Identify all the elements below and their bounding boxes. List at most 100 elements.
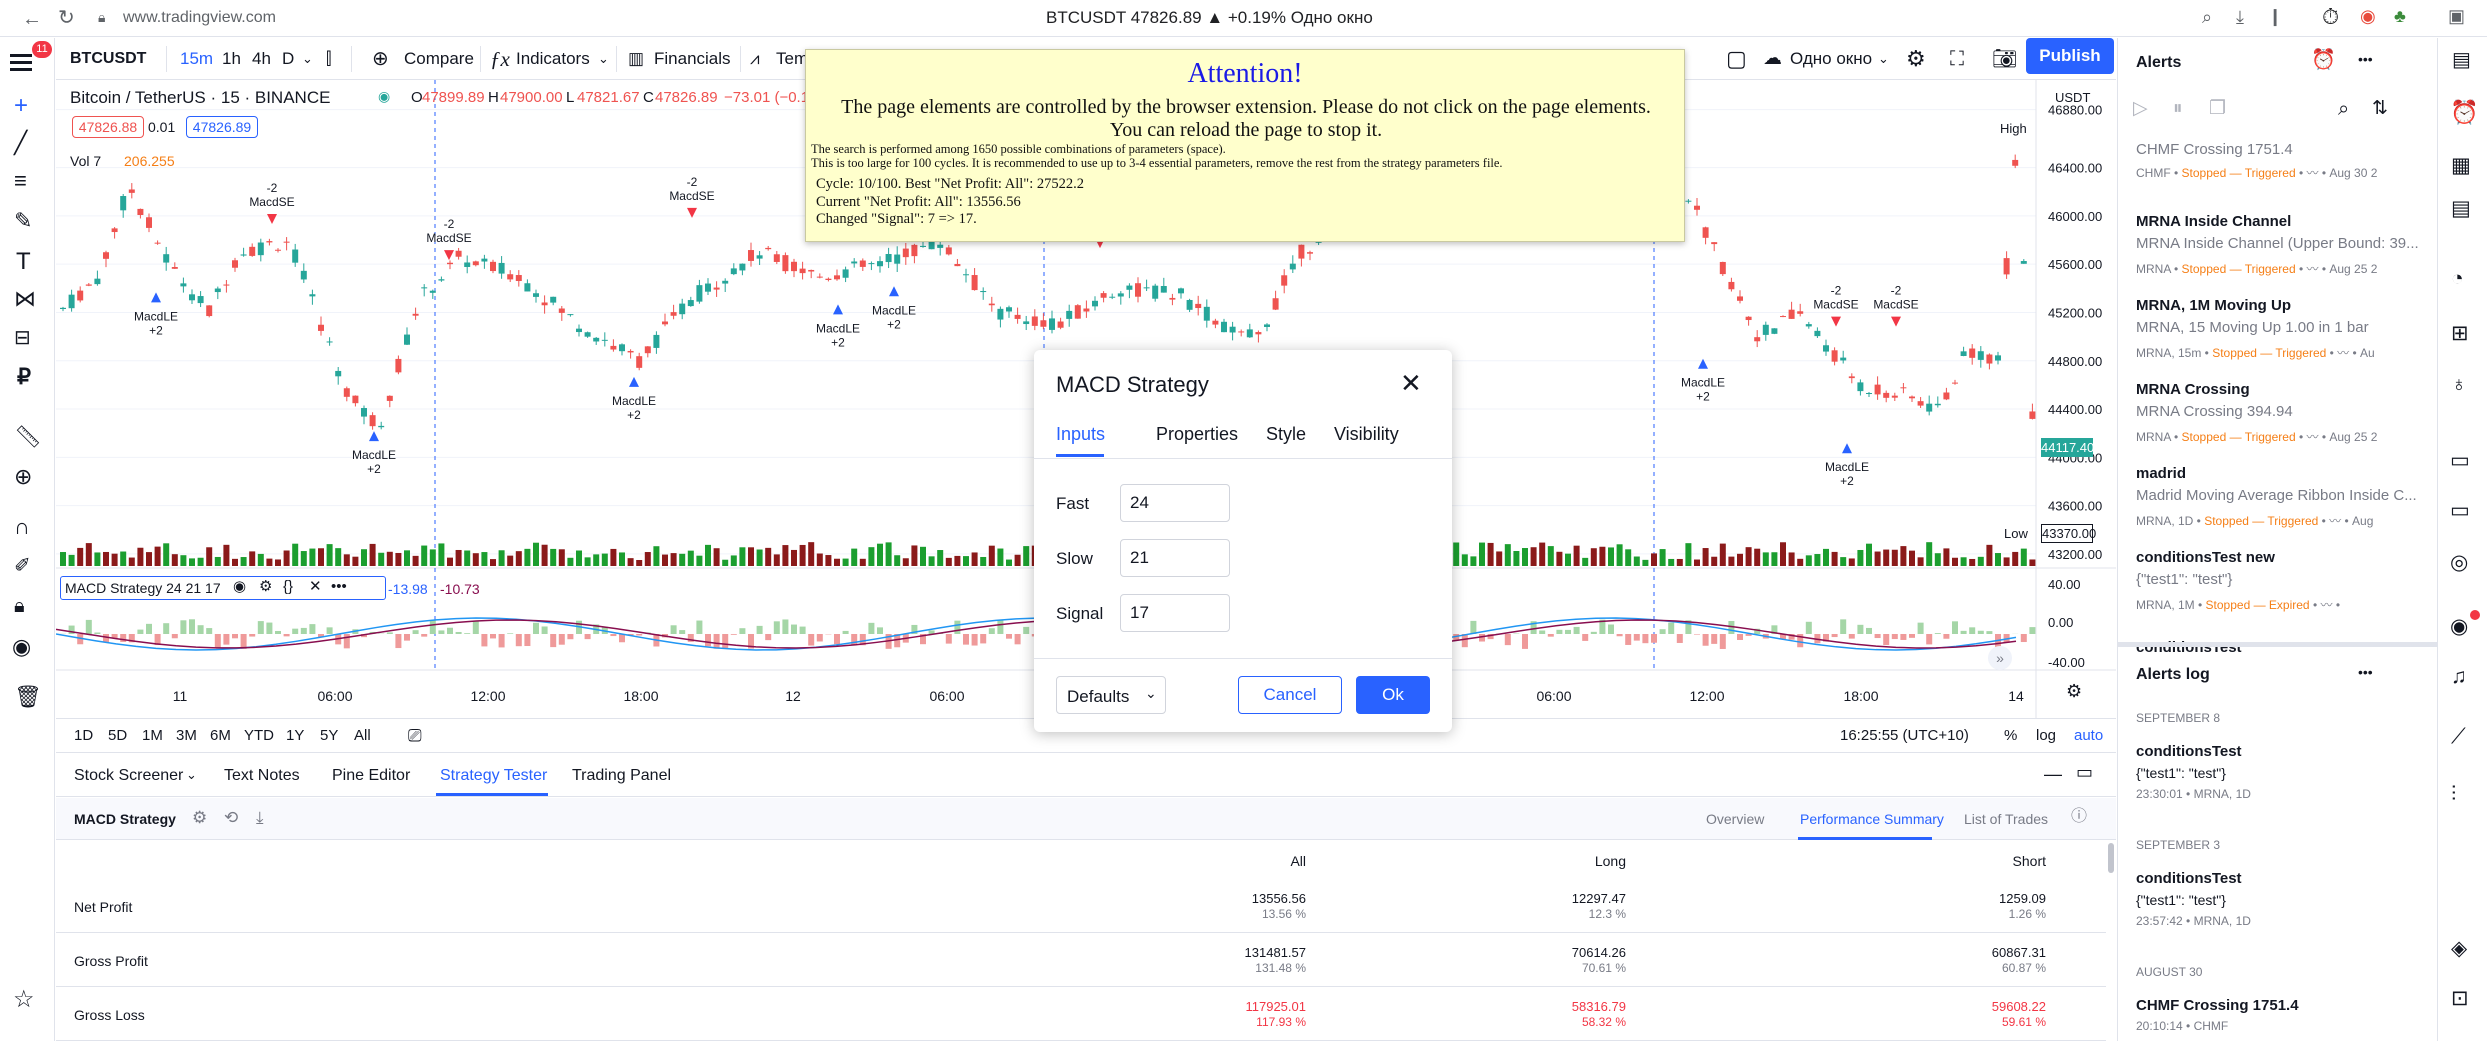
macd-legend[interactable]: MACD Strategy 24 21 17 ◉ ⚙ {} ✕ ••• <box>60 576 386 600</box>
alert-item[interactable]: conditionsTest <box>2136 620 2431 660</box>
ruler-icon[interactable]: 📏︎ <box>14 424 42 449</box>
slow-input[interactable]: 21 <box>1120 539 1230 577</box>
extension-icon-3[interactable]: ▣ <box>2448 6 2466 26</box>
close-icon[interactable]: ✕ <box>1400 368 1422 398</box>
text-icon[interactable]: T <box>16 248 31 275</box>
settings-icon[interactable]: ⚙ <box>1906 46 1926 71</box>
tab-pine-editor[interactable]: Pine Editor <box>332 767 411 784</box>
grid-icon[interactable]: ⊞ <box>2451 322 2469 345</box>
volume-legend-label[interactable]: Vol 7 <box>70 153 102 169</box>
trash-icon[interactable]: 🗑︎ <box>14 684 42 709</box>
symbol-legend-title[interactable]: Bitcoin / TetherUS · 15 · BINANCE <box>70 88 331 107</box>
source-code-icon[interactable]: {} <box>283 578 294 595</box>
interval-d[interactable]: D <box>282 49 295 68</box>
url-text[interactable]: www.tradingview.com <box>123 9 276 26</box>
pattern-icon[interactable]: ⋈ <box>14 286 36 311</box>
reload-icon[interactable]: ↻ <box>58 7 75 29</box>
menu-icon[interactable] <box>10 52 34 72</box>
alerts-icon[interactable]: ⏰ <box>2450 99 2479 125</box>
eye-icon[interactable]: ◉ <box>233 578 247 595</box>
alert-item[interactable]: MRNA Inside Channel MRNA Inside Channel (… <box>2136 200 2431 284</box>
help-icon[interactable]: ⓘ <box>2071 808 2088 825</box>
deep-backtest-icon[interactable]: ⟲ <box>224 808 239 827</box>
subtab-overview[interactable]: Overview <box>1706 811 1765 827</box>
range-1m[interactable]: 1M <box>142 727 163 744</box>
chat-icon[interactable]: ▭ <box>2450 449 2470 472</box>
macd-legend-name[interactable]: MACD Strategy 24 21 17 <box>65 580 221 596</box>
compare-icon[interactable]: ⊕ <box>372 48 389 70</box>
subtab-performance-summary[interactable]: Performance Summary <box>1800 811 1944 827</box>
trendline-icon[interactable]: ╱ <box>14 130 28 155</box>
ruble-icon[interactable]: ₽ <box>17 364 31 389</box>
remove-icon[interactable]: ✕ <box>309 578 322 595</box>
tab-stock-screener[interactable]: Stock Screener <box>74 767 184 784</box>
defaults-button[interactable]: Defaults ⌄ <box>1056 676 1166 714</box>
templates-button[interactable]: Tem <box>776 49 809 68</box>
bookmark-icon[interactable]: ❙ <box>2268 7 2283 26</box>
brush-icon[interactable]: ✎ <box>14 208 33 233</box>
table-scrollbar[interactable] <box>2108 843 2114 873</box>
zoom-icon[interactable]: ⊕ <box>14 464 33 489</box>
hotlists-icon[interactable]: ▤ <box>2451 197 2471 220</box>
ideas-icon[interactable]: ♁ <box>2451 373 2467 396</box>
indicators-button[interactable]: Indicators <box>516 49 590 68</box>
scroll-to-realtime-button[interactable]: » <box>1988 646 2012 670</box>
fib-icon[interactable]: ≡ <box>14 168 27 193</box>
range-5y[interactable]: 5Y <box>320 727 339 744</box>
goto-date-icon[interactable]: ⎚ <box>408 726 422 745</box>
interval-4h[interactable]: 4h <box>252 49 271 68</box>
back-icon[interactable]: ← <box>22 8 42 30</box>
notifications-icon[interactable]: ♫ <box>2451 665 2467 688</box>
candles-icon[interactable]: ⫿ <box>326 49 332 68</box>
search-icon[interactable]: ⌕ <box>2338 98 2350 120</box>
streams-icon[interactable]: ◎ <box>2450 551 2469 574</box>
alerts-menu-icon[interactable]: ••• <box>2358 51 2373 67</box>
eye-icon[interactable]: ◉ <box>12 634 32 659</box>
snapshot-icon[interactable]: 📷︎ <box>1992 48 2018 70</box>
more-icon[interactable]: ••• <box>331 578 347 595</box>
tab-strategy-tester[interactable]: Strategy Tester <box>440 767 548 784</box>
favorite-star-icon[interactable]: ☆ <box>13 986 35 1013</box>
log-title[interactable]: CHMF Crossing 1751.4 <box>2136 997 2299 1014</box>
range-ytd[interactable]: YTD <box>244 727 274 744</box>
interval-15m[interactable]: 15m <box>180 49 214 68</box>
bid-price-box[interactable]: 47826.88 <box>72 116 144 138</box>
sort-icon[interactable]: ⇅ <box>2372 98 2388 119</box>
indicators-icon[interactable]: ƒx <box>490 47 510 71</box>
log-title[interactable]: conditionsTest <box>2136 743 2242 760</box>
watchlist-icon[interactable]: ▤ <box>2452 49 2471 71</box>
range-1d[interactable]: 1D <box>74 727 94 744</box>
fast-input[interactable]: 24 <box>1120 484 1230 522</box>
extension-clock-icon[interactable]: ⏱ <box>2322 4 2340 29</box>
alert-item[interactable]: conditionsTest new {"test1": "test"} MRNA,… <box>2136 536 2431 620</box>
chat-2-icon[interactable]: ▭ <box>2450 499 2470 522</box>
pause-icon[interactable]: ⏸ <box>2173 98 2183 119</box>
copy-icon[interactable]: ❐ <box>2209 98 2227 119</box>
dialog-tab-inputs[interactable]: Inputs <box>1056 424 1106 444</box>
publish-button[interactable]: Publish <box>2026 38 2114 74</box>
dom-icon[interactable]: ⫶ <box>2451 783 2457 806</box>
cancel-button[interactable]: Cancel <box>1238 676 1342 714</box>
alerts-log-menu-icon[interactable]: ••• <box>2358 664 2373 680</box>
tab-trading-panel[interactable]: Trading Panel <box>572 767 672 784</box>
help-icon[interactable]: ⊡ <box>2451 987 2469 1010</box>
search-icon[interactable]: ⌕ <box>2202 7 2213 27</box>
ok-button[interactable]: Ok <box>1356 676 1430 714</box>
range-1y[interactable]: 1Y <box>286 727 305 744</box>
tab-text-notes[interactable]: Text Notes <box>224 767 300 784</box>
download-icon[interactable]: ⤓ <box>2236 7 2244 27</box>
magnet-icon[interactable]: ∩ <box>14 514 30 539</box>
alert-item[interactable]: CHMF Crossing 1751.4 CHMF • Stopped — Tri… <box>2136 138 2431 200</box>
chart-settings-icon[interactable]: ⚙ <box>2066 681 2083 701</box>
crosshair-icon[interactable]: + <box>14 92 29 119</box>
compare-button[interactable]: Compare <box>404 49 474 68</box>
alert-item[interactable]: madrid Madrid Moving Average Ribbon Insid… <box>2136 452 2431 536</box>
calendar-icon[interactable]: ◔ <box>2451 267 2464 290</box>
maximize-panel-icon[interactable]: ▭ <box>2076 762 2094 782</box>
broadcast-icon[interactable]: ◉ <box>2450 615 2469 638</box>
data-window-icon[interactable]: ▦ <box>2451 154 2471 177</box>
layout-name[interactable]: Одно окно <box>1790 49 1873 68</box>
signal-input[interactable]: 17 <box>1120 594 1230 632</box>
settings-icon[interactable]: ⚙ <box>259 578 273 595</box>
dialog-tab-style[interactable]: Style <box>1266 424 1307 444</box>
